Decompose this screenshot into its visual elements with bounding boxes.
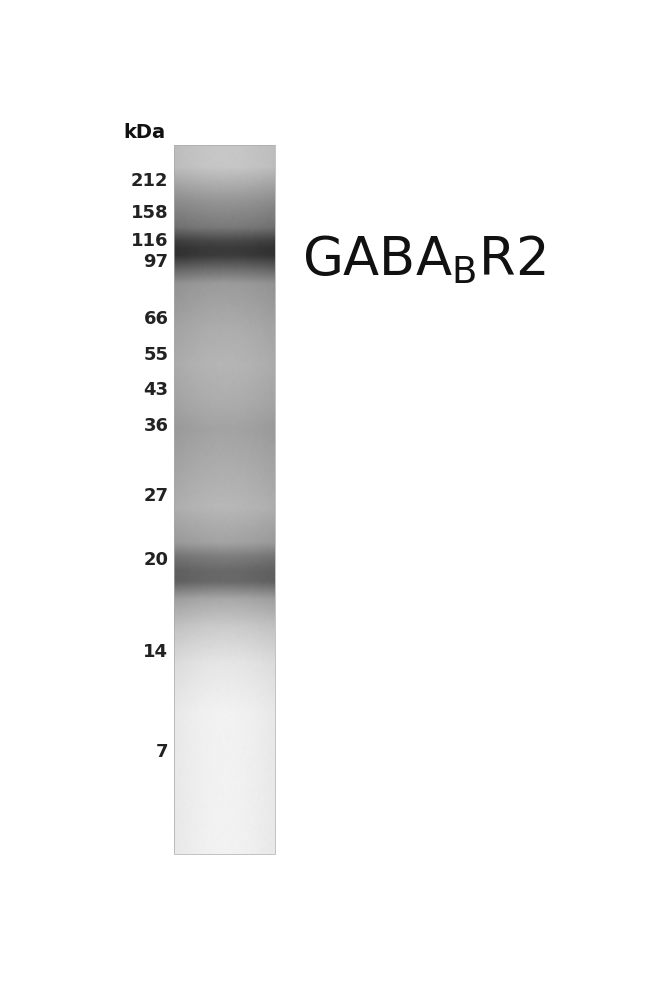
- Text: 97: 97: [144, 253, 168, 271]
- Text: 14: 14: [144, 644, 168, 661]
- Text: 7: 7: [156, 742, 168, 760]
- Text: 212: 212: [131, 172, 168, 190]
- Text: 43: 43: [144, 381, 168, 399]
- Text: 55: 55: [144, 346, 168, 363]
- Text: 66: 66: [144, 310, 168, 328]
- Text: 20: 20: [144, 551, 168, 569]
- Bar: [174, 146, 275, 854]
- Text: 36: 36: [144, 417, 168, 435]
- Text: kDa: kDa: [124, 123, 166, 142]
- Text: 116: 116: [131, 233, 168, 250]
- Text: 158: 158: [131, 204, 168, 222]
- Text: GABA$_\mathregular{B}$R2: GABA$_\mathregular{B}$R2: [302, 234, 545, 286]
- Text: 27: 27: [144, 487, 168, 506]
